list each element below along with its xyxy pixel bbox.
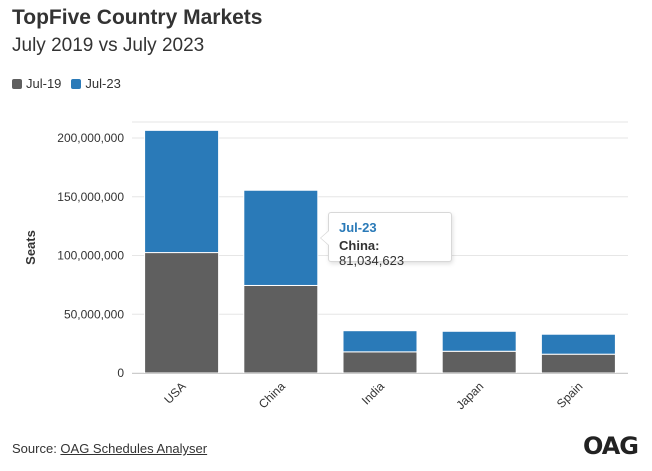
bar-jul23-japan [441,330,517,352]
legend-swatch-jul19 [12,78,22,89]
tooltip-line: China: 81,034,623 [339,238,441,268]
tooltip-separator: : [375,238,380,253]
bar-jul23-china [243,189,319,286]
legend-label-jul19: Jul-19 [26,76,62,91]
bar-jul19-india [342,351,418,374]
x-tick-label: India [359,379,388,408]
legend-item-jul23[interactable]: Jul-23 [71,76,121,91]
legend-item-jul19[interactable]: Jul-19 [12,76,61,91]
y-axis-label: Seats [23,230,38,265]
stacked-bar-chart: 0 50,000,000 100,000,000 150,000,000 200,000… [23,121,628,412]
x-tick-label: USA [161,379,188,406]
bar-jul23-india [342,330,418,353]
chart-title: TopFive Country Markets [12,6,263,29]
y-tick-label: 50,000,000 [64,307,124,321]
y-tick-label: 200,000,000 [57,131,124,145]
x-tick-label: Japan [453,379,486,412]
bar-jul23-spain [540,333,616,355]
bar-jul19-japan [441,350,517,374]
bar-jul19-spain [540,353,616,374]
y-tick-label: 0 [117,366,124,380]
legend-swatch-jul23 [71,78,82,89]
tooltip-value: 81,034,623 [339,253,405,268]
y-tick-label: 150,000,000 [57,190,124,204]
tooltip-category: China [339,238,376,253]
source-prefix: Source: [12,441,61,456]
bar-jul19-china [243,284,319,374]
bar-jul23-usa [144,129,220,254]
legend-label-jul23: Jul-23 [85,76,121,91]
x-tick-label: China [256,379,288,411]
source-link[interactable]: OAG Schedules Analyser [60,441,208,456]
tooltip-series-name: Jul-23 [339,220,377,235]
bar-jul19-usa [144,252,220,374]
chart-tooltip: Jul-23 China: 81,034,623 [320,212,452,268]
x-tick-label: Spain [554,379,586,411]
chart-subtitle: July 2019 vs July 2023 [12,35,205,56]
legend: Jul-19 Jul-23 [12,76,121,91]
source-note: Source: OAG Schedules Analyser [12,441,207,456]
y-tick-label: 100,000,000 [57,249,124,263]
oag-logo: OAG [582,432,639,460]
